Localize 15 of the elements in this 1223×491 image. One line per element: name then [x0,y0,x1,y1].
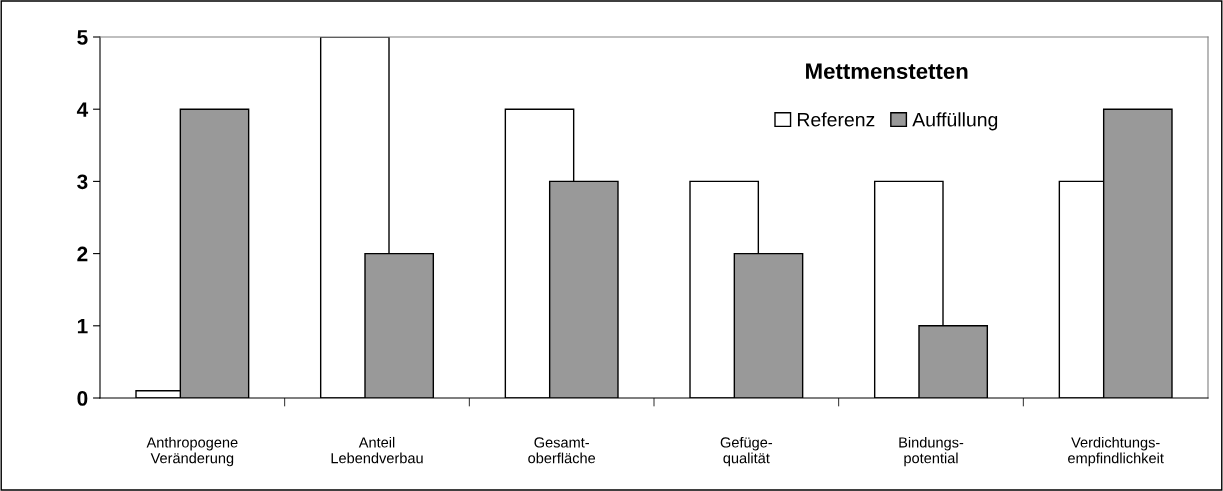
legend-label: Referenz [797,112,875,127]
x-tick-label: Gesamt- oberfläche [528,437,596,464]
x-tick-label: Anthropogene Veränderung [146,436,238,467]
y-tick-label: 5 [77,30,88,45]
y-tick-label: 3 [77,174,88,190]
y-tick-label: 2 [77,246,88,262]
y-tick-label: 0 [77,391,88,406]
y-tick-label: 4 [76,102,89,117]
legend-label: Auffüllung [912,112,998,131]
text: Mettmenstetten [806,63,968,80]
x-tick-label: Anteil Lebendverbau [331,436,423,464]
x-tick-label: Verdichtungs- empfindlichkeit [1068,436,1164,467]
x-tick-label: Bindungs- potential [899,436,964,467]
y-tick-label: 1 [77,319,88,334]
x-tick-label: Gefüge- qualität [720,436,773,467]
